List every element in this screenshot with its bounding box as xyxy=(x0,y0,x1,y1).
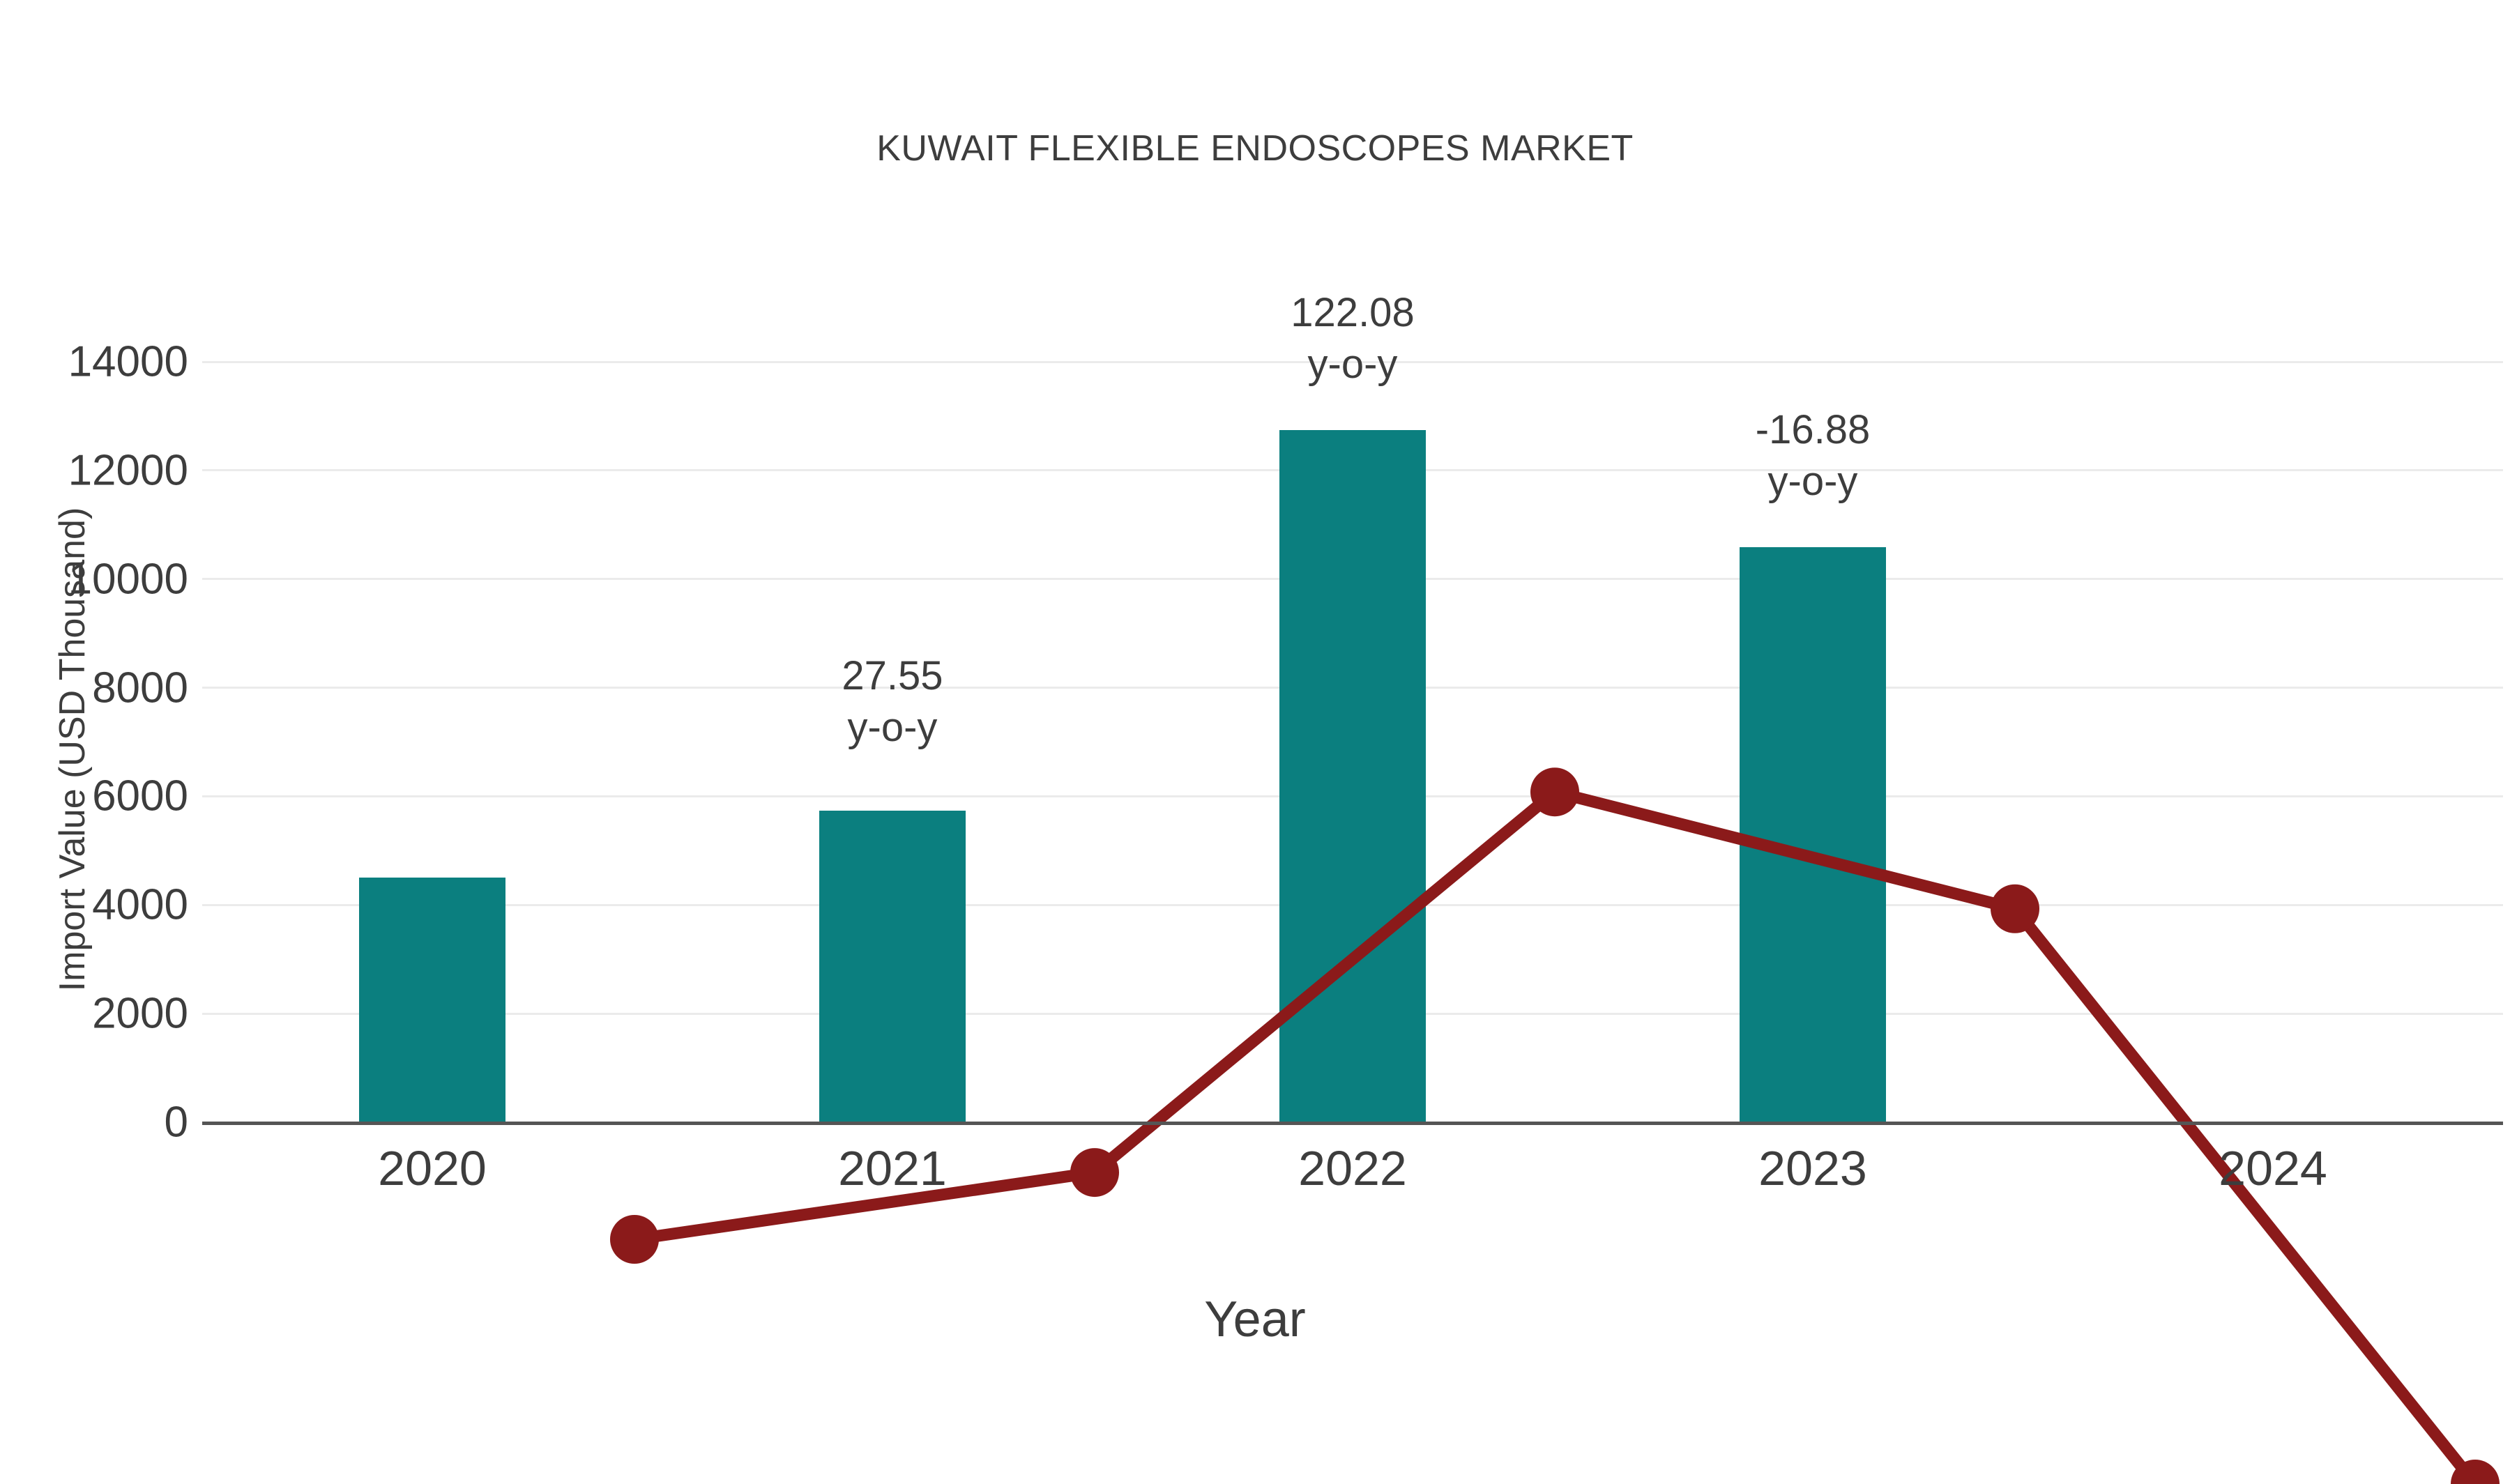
y-tick-label: 4000 xyxy=(92,880,188,929)
chart-figure: KUWAIT FLEXIBLE ENDOSCOPES MARKET Import… xyxy=(52,128,2503,1484)
x-tick-label: 2021 xyxy=(838,1141,947,1195)
y-tick-label: 12000 xyxy=(68,446,188,495)
x-tick-label: 2022 xyxy=(1298,1141,1407,1195)
y-tick-label: 6000 xyxy=(92,772,188,820)
data-point-marker xyxy=(1070,1148,1119,1198)
bar xyxy=(1279,430,1426,1122)
data-point-marker xyxy=(1530,767,1579,817)
yoy-annotation-value: 27.55 xyxy=(842,653,943,699)
yoy-annotation-unit: y-o-y xyxy=(847,705,938,751)
bar xyxy=(1740,546,1886,1122)
yoy-annotation-unit: y-o-y xyxy=(1307,342,1398,388)
line-series xyxy=(610,767,2500,1484)
data-point-marker xyxy=(610,1215,659,1264)
data-point-marker xyxy=(2451,1460,2500,1484)
x-tick-label: 2020 xyxy=(378,1141,487,1195)
y-tick-label: 8000 xyxy=(92,664,188,712)
x-tick-label: 2024 xyxy=(2219,1141,2327,1195)
x-tick-label: 2023 xyxy=(1758,1141,1867,1195)
bar xyxy=(359,878,505,1122)
yoy-annotation-value: -16.88 xyxy=(1755,406,1871,452)
y-tick-label: 14000 xyxy=(68,337,188,386)
y-tick-label: 10000 xyxy=(68,555,188,604)
gridline xyxy=(202,360,2503,363)
yoy-annotation-unit: y-o-y xyxy=(1767,458,1858,504)
yoy-annotation: 122.08 y-o-y xyxy=(1291,287,1414,390)
yoy-annotation: 27.55 y-o-y xyxy=(842,650,943,754)
x-axis-title: Year xyxy=(1204,1292,1306,1347)
x-axis-line xyxy=(202,1122,2503,1125)
plot-area xyxy=(202,360,2503,1484)
y-tick-label: 0 xyxy=(164,1098,188,1147)
chart-title: KUWAIT FLEXIBLE ENDOSCOPES MARKET xyxy=(876,128,1634,169)
data-point-marker xyxy=(1991,884,2039,933)
bar xyxy=(819,811,966,1122)
y-tick-label: 2000 xyxy=(92,989,188,1038)
yoy-annotation-value: 122.08 xyxy=(1291,290,1415,336)
yoy-annotation: -16.88 y-o-y xyxy=(1756,404,1870,507)
